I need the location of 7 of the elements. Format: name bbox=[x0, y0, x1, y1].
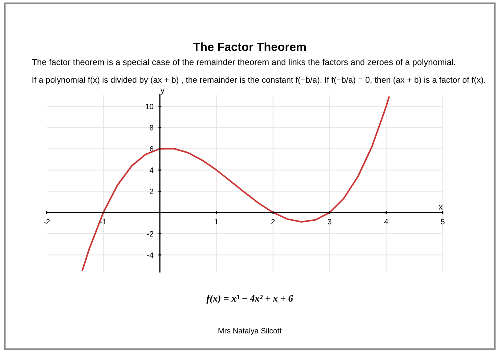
text: If a polynomial f(x) is divided by (ax + b) , the remainder is the constant f(−b/a). If f(−b/a) = 0, then (ax + b) is a factor of f(x). bbox=[32, 76, 486, 85]
line-series bbox=[82, 96, 390, 272]
y-axis-title: y bbox=[160, 88, 165, 95]
chart-title: The Factor Theorem bbox=[193, 42, 306, 52]
text: f(x) = x³ − 4x² + x + 6 bbox=[206, 294, 294, 304]
chart-subtitle: The factor theorem is a special case of the remainder theorem and links the factors and zeroes of a polynomial. bbox=[32, 59, 456, 68]
x-axis-title: x bbox=[438, 206, 443, 210]
